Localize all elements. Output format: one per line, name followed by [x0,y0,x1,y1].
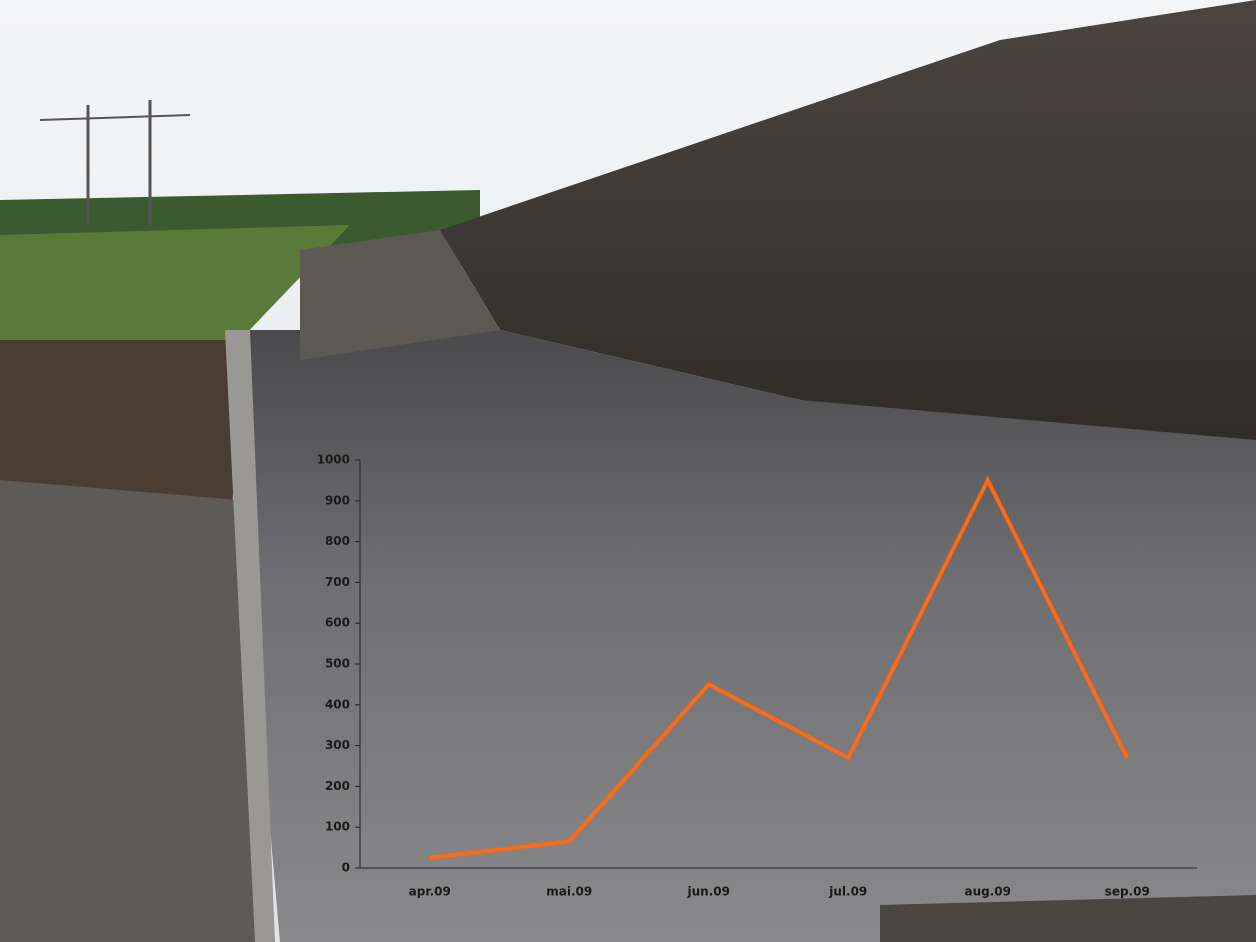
x-tick-label: mai.09 [546,885,592,899]
x-tick-label: sep.09 [1105,885,1150,899]
y-tick-label: 500 [325,657,350,671]
y-tick-label: 0 [342,861,350,875]
y-tick-label: 300 [325,738,350,752]
y-tick-label: 400 [325,697,350,711]
y-tick-label: 900 [325,493,350,507]
y-tick-label: 800 [325,534,350,548]
y-tick-label: 1000 [317,453,350,467]
x-tick-label: jun.09 [687,885,730,899]
line-series [429,475,1130,860]
y-tick-label: 200 [325,779,350,793]
y-tick-label: 100 [325,820,350,834]
y-tick-label: 600 [325,616,350,630]
y-tick-label: 700 [325,575,350,589]
x-tick-label: jul.09 [828,885,867,899]
x-tick-label: apr.09 [409,885,451,899]
x-tick-label: aug.09 [965,885,1012,899]
